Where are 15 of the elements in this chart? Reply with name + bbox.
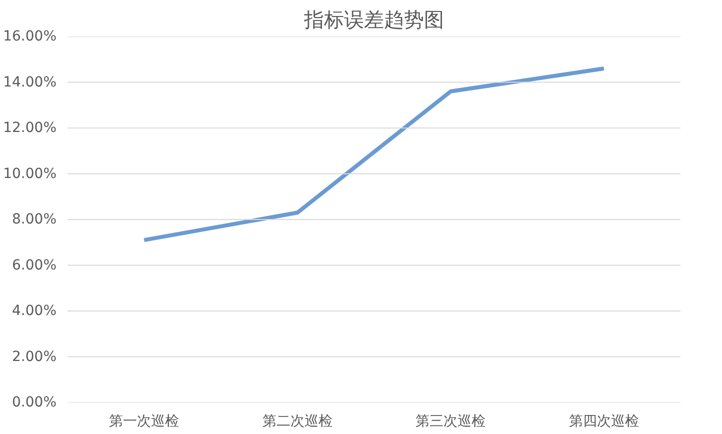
x-tick-label: 第四次巡检 bbox=[568, 414, 639, 430]
y-tick-label: 10.00% bbox=[3, 166, 57, 182]
y-tick-label: 6.00% bbox=[12, 257, 57, 274]
y-tick-label: 16.00% bbox=[3, 28, 57, 44]
y-tick-label: 8.00% bbox=[12, 212, 57, 228]
x-tick-label: 第一次巡检 bbox=[109, 414, 180, 430]
chart-title: 指标误差趋势图 bbox=[303, 8, 444, 32]
y-tick-label: 4.00% bbox=[12, 303, 57, 319]
y-tick-label: 12.00% bbox=[3, 120, 57, 136]
y-tick-label: 0.00% bbox=[12, 394, 57, 410]
y-tick-label: 14.00% bbox=[3, 74, 57, 90]
x-tick-label: 第三次巡检 bbox=[416, 414, 486, 430]
line-series bbox=[142, 66, 606, 242]
x-tick-label: 第二次巡检 bbox=[262, 414, 332, 430]
y-tick-label: 2.00% bbox=[12, 348, 57, 365]
